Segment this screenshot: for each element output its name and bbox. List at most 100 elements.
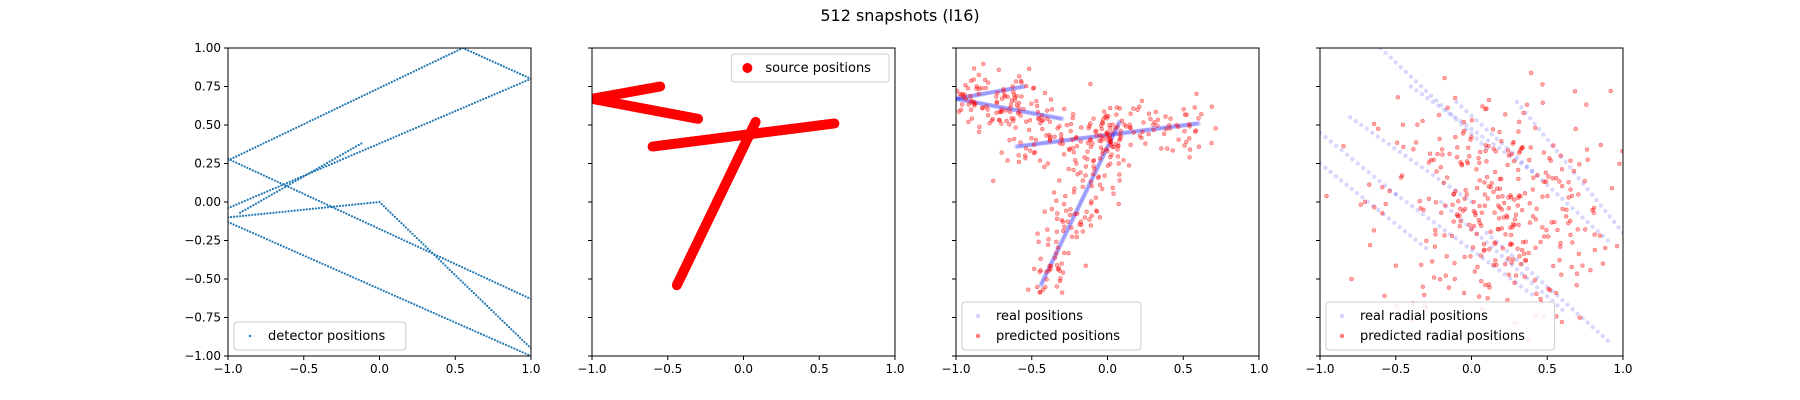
detector-point [426, 247, 429, 250]
detector-point [396, 295, 399, 299]
real-radial-point [1344, 182, 1349, 187]
predicted-point [987, 120, 992, 126]
detector-point [246, 207, 250, 210]
predicted-point [994, 110, 999, 116]
detector-point [332, 267, 335, 270]
detector-point [361, 149, 364, 152]
legend-marker [975, 333, 981, 339]
detector-point [341, 152, 344, 156]
real-point [985, 90, 991, 96]
predicted-point [1116, 143, 1121, 149]
predicted-point [1097, 215, 1103, 220]
detector-point [423, 65, 426, 68]
source-point [750, 116, 761, 127]
detector-point [353, 216, 356, 219]
real-point [1156, 126, 1162, 131]
detector-point [367, 222, 370, 225]
detector-point [372, 225, 376, 228]
real-radial-point [1469, 131, 1474, 136]
detector-point [368, 283, 371, 286]
detector-point [524, 295, 527, 298]
predicted-point [1568, 232, 1573, 238]
detector-point [488, 336, 491, 339]
predicted-point [1522, 274, 1528, 279]
predicted-point [1061, 201, 1067, 207]
predicted-point [1062, 224, 1067, 229]
detector-point [385, 83, 388, 86]
predicted-point [1042, 90, 1048, 96]
detector-point [474, 330, 477, 333]
predicted-point [1045, 227, 1050, 232]
real-radial-point [1469, 199, 1474, 205]
real-point [1147, 127, 1153, 133]
detector-point [265, 175, 268, 178]
detector-point [248, 167, 252, 171]
predicted-point [979, 85, 985, 91]
predicted-point [1420, 284, 1425, 289]
predicted-point [1045, 161, 1051, 166]
real-point [1027, 110, 1033, 116]
predicted-point [993, 94, 999, 99]
predicted-point [1516, 222, 1521, 228]
predicted-point [1480, 104, 1485, 109]
detector-point [401, 75, 404, 78]
detector-point [483, 276, 486, 279]
predicted-point [1044, 269, 1049, 275]
detector-point [441, 257, 444, 260]
detector-point [263, 191, 266, 194]
detector-point [357, 203, 360, 206]
predicted-point [1070, 145, 1076, 151]
detector-point [287, 210, 290, 213]
detector-point [252, 204, 255, 207]
predicted-point [1530, 187, 1536, 192]
detector-point [235, 155, 238, 158]
detector-point [341, 104, 344, 107]
predicted-point [1674, 161, 1678, 165]
real-point [1077, 202, 1082, 208]
detector-point [235, 161, 238, 164]
detector-point [340, 271, 344, 274]
predicted-point [1087, 137, 1093, 143]
real-point [980, 91, 986, 97]
predicted-point [961, 94, 966, 100]
predicted-point [1008, 105, 1013, 110]
real-radial-point [1469, 126, 1474, 132]
predicted-point [1068, 207, 1073, 212]
detector-point [395, 217, 399, 221]
predicted-point [1085, 156, 1090, 162]
predicted-point [1486, 97, 1492, 103]
detector-point [295, 189, 298, 192]
predicted-point [1060, 219, 1066, 224]
y-tick-label: 0.00 [194, 195, 221, 209]
detector-point [461, 266, 464, 269]
predicted-point [1534, 291, 1539, 297]
predicted-point [1477, 203, 1482, 209]
detector-point [299, 252, 302, 256]
predicted-point [1088, 121, 1093, 126]
predicted-point [1044, 108, 1050, 113]
detector-point [510, 69, 514, 72]
real-radial-point [1545, 294, 1550, 299]
detector-point [289, 129, 292, 132]
detector-point [338, 270, 341, 273]
detector-point [499, 317, 502, 320]
real-radial-point [1514, 155, 1520, 160]
detector-point [302, 175, 305, 178]
detector-point [243, 199, 246, 203]
predicted-point [1058, 135, 1064, 141]
predicted-point [1501, 200, 1507, 206]
detector-point [406, 130, 409, 133]
detector-point [308, 207, 311, 211]
predicted-point [1016, 74, 1022, 79]
detector-point [330, 109, 333, 112]
detector-point [313, 259, 316, 262]
detector-point [502, 342, 505, 345]
detector-point [513, 70, 516, 73]
predicted-point [1476, 155, 1481, 161]
predicted-point [1496, 216, 1502, 221]
real-radial-point [1418, 241, 1423, 247]
x-tick-label: 0.0 [370, 362, 389, 376]
detector-point [469, 269, 472, 273]
detector-point [246, 198, 249, 201]
real-point [1016, 85, 1022, 90]
